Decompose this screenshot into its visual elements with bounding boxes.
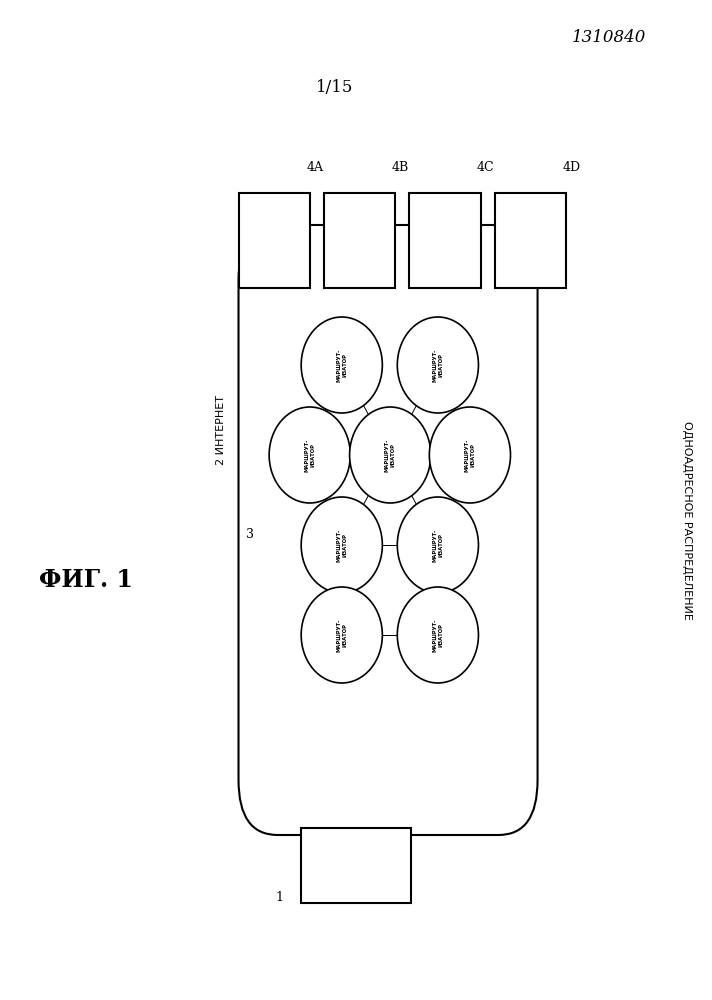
Text: 1/15: 1/15 — [316, 80, 353, 97]
Ellipse shape — [397, 317, 478, 413]
FancyBboxPatch shape — [300, 828, 412, 902]
Text: 4B: 4B — [392, 161, 409, 174]
Ellipse shape — [269, 407, 350, 503]
Text: 1310840: 1310840 — [572, 29, 646, 46]
Ellipse shape — [397, 497, 478, 593]
Ellipse shape — [301, 317, 382, 413]
FancyBboxPatch shape — [495, 192, 566, 288]
Text: 4C: 4C — [477, 161, 495, 174]
Text: МАРШРУТ-
ИЗАТОР: МАРШРУТ- ИЗАТОР — [336, 528, 347, 562]
FancyBboxPatch shape — [239, 192, 310, 288]
Text: МАРШРУТ-
ИЗАТОР: МАРШРУТ- ИЗАТОР — [384, 438, 396, 472]
Text: СЕРВЕР
РАСПРЕДЕЛЕНИЯ: СЕРВЕР РАСПРЕДЕЛЕНИЯ — [308, 854, 404, 876]
FancyBboxPatch shape — [409, 192, 481, 288]
Text: МАРШРУТ-
ИЗАТОР: МАРШРУТ- ИЗАТОР — [432, 618, 444, 652]
FancyBboxPatch shape — [324, 192, 395, 288]
Text: МАРШРУТ-
ИЗАТОР: МАРШРУТ- ИЗАТОР — [432, 528, 444, 562]
Ellipse shape — [429, 407, 511, 503]
Text: МАРШРУТ-
ИЗАТОР: МАРШРУТ- ИЗАТОР — [432, 348, 444, 382]
Ellipse shape — [350, 407, 431, 503]
Text: 4A: 4A — [306, 161, 323, 174]
Text: МАРШРУТ-
ИЗАТОР: МАРШРУТ- ИЗАТОР — [336, 348, 347, 382]
FancyBboxPatch shape — [239, 225, 538, 835]
Text: МАРШРУТ-
ИЗАТОР: МАРШРУТ- ИЗАТОР — [336, 618, 347, 652]
Text: 2 ИНТЕРНЕТ: 2 ИНТЕРНЕТ — [216, 395, 226, 465]
Text: 3: 3 — [246, 528, 253, 542]
Text: ОКОНЕЧНОЕ
УСТРОЙСТВО: ОКОНЕЧНОЕ УСТРОЙСТВО — [350, 208, 370, 272]
Text: МАРШРУТ-
ИЗАТОР: МАРШРУТ- ИЗАТОР — [304, 438, 315, 472]
Text: ФИГ. 1: ФИГ. 1 — [38, 568, 132, 592]
Text: МАРШРУТ-
ИЗАТОР: МАРШРУТ- ИЗАТОР — [464, 438, 476, 472]
Text: 4D: 4D — [562, 161, 580, 174]
Text: ОКОНЕЧНОЕ
УСТРОЙСТВО: ОКОНЕЧНОЕ УСТРОЙСТВО — [264, 208, 284, 272]
Text: ОДНОАДРЕСНОЕ РАСПРЕДЕЛЕНИЕ: ОДНОАДРЕСНОЕ РАСПРЕДЕЛЕНИЕ — [682, 421, 692, 619]
Ellipse shape — [301, 587, 382, 683]
Text: ОКОНЕЧНОЕ
УСТРОЙСТВО: ОКОНЕЧНОЕ УСТРОЙСТВО — [435, 208, 455, 272]
Text: ОКОНЕЧНОЕ
УСТРОЙСТВО: ОКОНЕЧНОЕ УСТРОЙСТВО — [520, 208, 540, 272]
Ellipse shape — [301, 497, 382, 593]
Text: 1: 1 — [275, 891, 283, 904]
Ellipse shape — [397, 587, 478, 683]
